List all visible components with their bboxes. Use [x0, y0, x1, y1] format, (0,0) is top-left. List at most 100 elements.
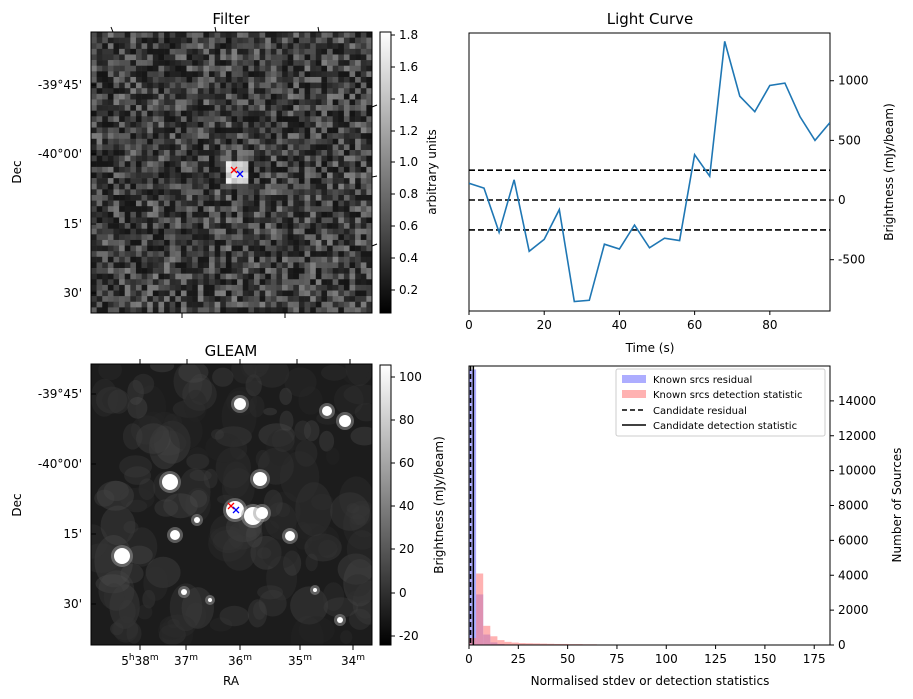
gleam-texture — [168, 412, 203, 450]
filter-pixel — [355, 200, 362, 207]
filter-pixel — [214, 161, 221, 168]
gleam-panel: GLEAM -39°45' -40°00' 15' 30' 5h38m 37m … — [10, 342, 422, 688]
filter-pixel — [186, 296, 193, 303]
filter-pixel — [366, 166, 373, 173]
filter-pixel — [287, 307, 294, 314]
gleam-texture — [326, 447, 340, 465]
filter-pixel — [304, 105, 311, 111]
filter-pixel — [203, 82, 210, 89]
filter-pixel — [113, 166, 120, 173]
gleam-texture — [266, 556, 298, 601]
filter-pixel — [186, 178, 193, 185]
filter-pixel — [231, 155, 238, 162]
filter-pixel — [214, 116, 221, 123]
filter-pixel — [259, 166, 266, 173]
filter-pixel — [180, 138, 187, 145]
filter-pixel — [293, 82, 300, 89]
filter-pixel — [343, 200, 350, 207]
filter-pixel — [147, 138, 154, 145]
filter-pixel — [270, 211, 277, 218]
filter-pixel — [287, 127, 294, 134]
filter-pixel — [197, 155, 204, 162]
filter-pixel — [332, 200, 339, 207]
filter-pixel — [175, 172, 182, 179]
filter-pixel — [282, 99, 288, 106]
filter-pixel — [107, 48, 114, 55]
filter-pixel — [355, 88, 362, 95]
filter-pixel — [276, 32, 283, 38]
filter-pixel — [147, 76, 154, 83]
filter-pixel — [298, 32, 305, 38]
filter-pixel — [130, 43, 137, 50]
filter-pixel — [124, 93, 131, 100]
filter-pixel — [102, 121, 109, 128]
filter-pixel — [214, 82, 221, 89]
filter-pixel — [147, 172, 154, 179]
filter-pixel — [220, 307, 227, 314]
filter-pixel — [135, 256, 142, 263]
filter-pixel — [282, 239, 288, 246]
filter-pixel — [366, 60, 373, 67]
filter-pixel — [130, 93, 137, 100]
filter-pixel — [237, 284, 244, 291]
filter-pixel — [107, 194, 114, 201]
filter-pixel — [113, 228, 120, 235]
filter-pixel — [265, 43, 272, 50]
filter-pixel — [343, 279, 350, 286]
filter-pixel — [130, 65, 137, 72]
filter-pixel — [169, 223, 176, 229]
filter-pixel — [180, 194, 187, 201]
filter-pixel — [197, 133, 204, 140]
ytick-label: 0 — [838, 193, 846, 207]
filter-pixel — [304, 88, 311, 95]
filter-pixel — [332, 161, 339, 168]
filter-pixel — [282, 307, 288, 314]
gleam-texture — [340, 630, 353, 645]
filter-pixel — [327, 82, 333, 89]
filter-pixel — [130, 262, 137, 269]
filter-pixel — [141, 105, 148, 111]
gleam-texture — [122, 423, 143, 450]
filter-pixel — [276, 307, 283, 314]
filter-pixel — [315, 239, 322, 246]
filter-pixel — [276, 54, 283, 61]
filter-pixel — [276, 138, 283, 145]
filter-pixel — [152, 172, 159, 179]
filter-pixel — [147, 32, 154, 38]
filter-pixel — [315, 256, 322, 263]
filter-pixel — [287, 178, 294, 185]
filter-pixel — [141, 301, 148, 308]
filter-pixel — [209, 234, 215, 241]
filter-pixel — [287, 183, 294, 190]
gleam-texture — [334, 384, 364, 416]
filter-pixel — [209, 268, 215, 274]
filter-pixel — [343, 223, 350, 229]
filter-pixel — [180, 251, 187, 258]
filter-pixel — [287, 200, 294, 207]
filter-pixel — [265, 284, 272, 291]
filter-pixel — [91, 296, 97, 303]
filter-pixel — [124, 155, 131, 162]
filter-pixel — [135, 307, 142, 314]
filter-pixel — [360, 251, 367, 258]
filter-pixel — [304, 301, 311, 308]
filter-pixel — [169, 217, 176, 224]
filter-pixel — [242, 228, 249, 235]
filter-pixel — [203, 183, 210, 190]
filter-pixel — [259, 133, 266, 140]
filter-pixel — [220, 262, 227, 269]
filter-pixel — [225, 127, 232, 134]
filter-pixel — [147, 189, 154, 196]
filter-pixel — [203, 217, 210, 224]
filter-pixel — [220, 296, 227, 303]
filter-pixel — [130, 251, 137, 258]
filter-pixel — [91, 99, 97, 106]
filter-pixel — [327, 178, 333, 185]
histogram-legend: Known srcs residual Known srcs detection… — [615, 368, 826, 437]
filter-pixel — [298, 65, 305, 72]
filter-pixel — [203, 93, 210, 100]
filter-pixel — [332, 110, 339, 117]
ytick-label: 6000 — [838, 533, 869, 547]
